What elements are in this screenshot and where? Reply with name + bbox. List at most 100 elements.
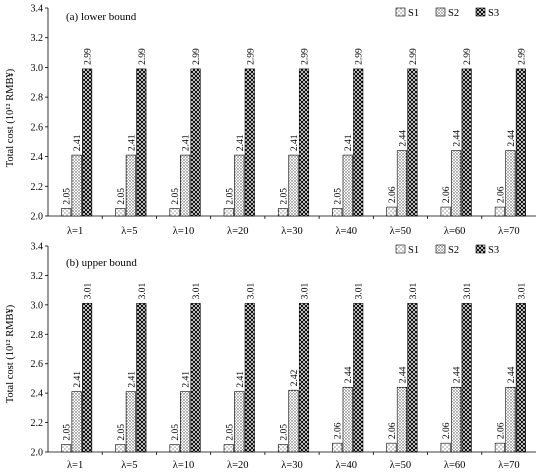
data-label: 2.05 — [63, 188, 73, 205]
data-label: 2.05 — [334, 188, 344, 205]
data-label: 2.06 — [442, 186, 452, 203]
bar-s3 — [407, 68, 418, 217]
bar-s1 — [169, 444, 180, 453]
legend-swatch-s2 — [435, 244, 446, 254]
bar-s3 — [136, 68, 147, 217]
y-tick-label: 3.4 — [31, 242, 44, 253]
data-label: 2.05 — [280, 188, 290, 205]
data-label: 2.41 — [182, 134, 192, 151]
y-tick-label: 2.6 — [31, 122, 44, 133]
x-category-label: λ=70 — [498, 226, 520, 237]
data-label: 2.05 — [117, 188, 127, 205]
legend: S1 S2 S3 — [395, 244, 499, 256]
x-category-label: λ=1 — [67, 226, 83, 237]
bar-s2 — [71, 154, 82, 217]
data-label: 2.42 — [290, 369, 300, 386]
y-tick-label: 2.2 — [31, 418, 44, 429]
x-category-label: λ=20 — [227, 460, 249, 471]
y-tick-label: 2.2 — [31, 182, 44, 193]
x-category-label: λ=10 — [173, 460, 195, 471]
tick-labels: 2.0 2.2 2.4 2.6 2.8 3.0 3.2 3.4 λ=1 λ=5 λ=10 λ=20 λ=… — [31, 4, 520, 238]
bar-s2 — [396, 386, 407, 453]
data-label: 2.06 — [496, 186, 506, 203]
y-tick-label: 2.8 — [31, 330, 44, 341]
x-category-label: λ=30 — [281, 460, 303, 471]
data-label: 2.44 — [453, 366, 463, 383]
data-labels: 2.05 2.41 2.99 2.05 2.41 2.99 2.05 2.41 2.99 2.05… — [63, 48, 528, 205]
y-tick-label: 2.4 — [31, 152, 44, 163]
bar-s2 — [180, 154, 191, 217]
data-label: 3.01 — [409, 283, 419, 300]
bar-s1 — [332, 442, 343, 453]
legend-label: S3 — [488, 8, 499, 19]
bar-s3 — [407, 303, 418, 453]
data-label: 2.99 — [409, 48, 419, 65]
bar-s3 — [190, 68, 201, 217]
data-label: 2.41 — [73, 134, 83, 151]
data-label: 2.99 — [463, 48, 473, 65]
legend-label: S1 — [408, 8, 419, 19]
bar-s1 — [115, 444, 126, 453]
tick-labels: 2.0 2.2 2.4 2.6 2.8 3.0 3.2 3.4 λ=1 λ=5 λ=10 λ=20 λ=… — [31, 242, 520, 472]
data-label: 2.41 — [182, 371, 192, 388]
data-label: 2.41 — [236, 371, 246, 388]
data-label: 2.44 — [453, 130, 463, 147]
bar-s2 — [505, 150, 516, 217]
x-category-label: λ=5 — [121, 226, 137, 237]
data-label: 2.44 — [398, 366, 408, 383]
bar-s2 — [396, 150, 407, 217]
bar-s1 — [61, 444, 72, 453]
x-category-label: λ=70 — [498, 460, 520, 471]
bar-s2 — [234, 391, 245, 453]
data-label: 2.41 — [127, 371, 137, 388]
x-category-label: λ=50 — [390, 460, 412, 471]
y-axis-label: Total cost (10¹² RMB¥) — [5, 68, 16, 167]
x-category-label: λ=30 — [281, 226, 303, 237]
data-label: 2.06 — [388, 186, 398, 203]
data-label: 2.99 — [192, 48, 202, 65]
bar-s3 — [82, 303, 93, 453]
bar-s2 — [180, 391, 191, 453]
data-label: 2.99 — [84, 48, 94, 65]
data-label: 2.44 — [344, 366, 354, 383]
y-tick-label: 2.0 — [31, 212, 44, 223]
y-tick-label: 3.2 — [31, 271, 44, 282]
data-label: 2.05 — [280, 424, 290, 441]
data-label: 2.44 — [507, 130, 517, 147]
bar-s3 — [82, 68, 93, 217]
x-category-label: λ=40 — [335, 460, 357, 471]
data-label: 3.01 — [517, 283, 527, 300]
data-label: 2.41 — [73, 371, 83, 388]
data-label: 2.41 — [127, 134, 137, 151]
bar-s3 — [515, 68, 526, 217]
bar-s1 — [494, 442, 505, 453]
bar-s1 — [386, 206, 397, 217]
data-label: 2.99 — [246, 48, 256, 65]
x-category-label: λ=1 — [67, 460, 83, 471]
bar-s2 — [505, 386, 516, 453]
bar-s3 — [298, 68, 310, 217]
bar-s1 — [332, 208, 343, 217]
data-label: 2.05 — [117, 424, 127, 441]
bar-s1 — [115, 208, 126, 217]
x-category-label: λ=60 — [444, 460, 466, 471]
data-label: 3.01 — [355, 283, 365, 300]
bar-s1 — [223, 444, 234, 453]
data-label: 2.44 — [507, 366, 517, 383]
data-label: 2.99 — [517, 48, 527, 65]
legend-swatch-s1 — [395, 7, 406, 17]
bar-s1 — [61, 208, 72, 217]
legend-label: S3 — [488, 245, 499, 256]
data-label: 3.01 — [84, 283, 94, 300]
data-label: 3.01 — [463, 283, 473, 300]
legend-swatch-s3 — [475, 7, 486, 17]
data-label: 3.01 — [246, 283, 256, 300]
bar-s2 — [125, 154, 136, 217]
chart-title: (b) upper bound — [66, 257, 137, 269]
x-category-label: λ=40 — [335, 226, 357, 237]
bar-s2 — [451, 150, 462, 217]
x-category-label: λ=20 — [227, 226, 249, 237]
x-category-label: λ=10 — [173, 226, 195, 237]
bar-s1 — [169, 208, 180, 217]
